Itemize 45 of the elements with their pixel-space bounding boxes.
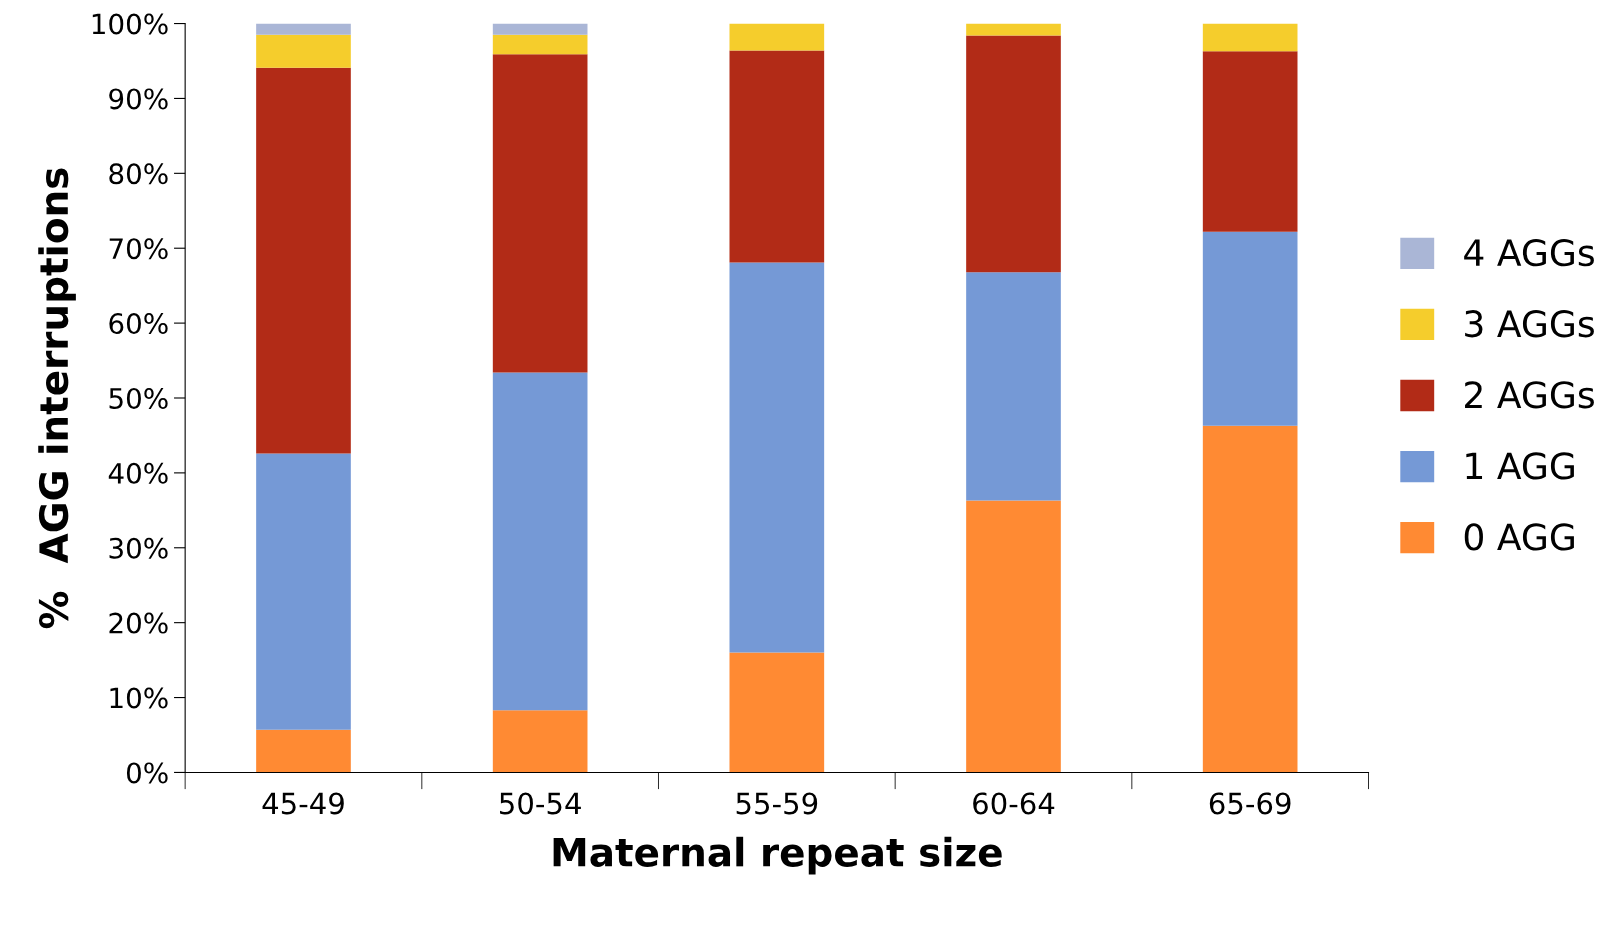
- x-tick-label: 60-64: [973, 792, 1055, 815]
- bar: [729, 23, 825, 51]
- legend-label: 0 AGG: [1464, 523, 1574, 551]
- x-tick-label: 50-54: [500, 792, 581, 815]
- bar: [729, 652, 825, 773]
- x-tick-label: 65-69: [1209, 792, 1291, 815]
- bar: [492, 710, 588, 773]
- y-axis-title: % AGG interruptions: [38, 168, 76, 629]
- bar: [256, 729, 351, 773]
- legend-label: 3 AGGs: [1465, 310, 1594, 338]
- bar: [1202, 23, 1298, 52]
- y-tick-label: 80%: [109, 163, 168, 185]
- bar: [1202, 51, 1298, 232]
- bar: [1202, 231, 1298, 426]
- x-axis-title: Maternal repeat size: [553, 836, 1002, 875]
- legend-label: 1 AGG: [1466, 452, 1574, 480]
- y-tick-label: 40%: [108, 462, 168, 484]
- bar: [729, 50, 825, 263]
- y-tick-label: 60%: [109, 313, 168, 335]
- y-tick-label: 90%: [109, 88, 168, 110]
- bar: [492, 54, 588, 373]
- y-tick-label: 30%: [109, 537, 168, 559]
- legend-label: 4 AGGs: [1464, 239, 1594, 267]
- bar: [256, 453, 351, 730]
- x-tick-label: 45-49: [262, 792, 344, 815]
- y-tick-label: 100%: [92, 13, 168, 35]
- bar: [966, 272, 1061, 501]
- bar: [966, 35, 1061, 273]
- y-tick-label: 10%: [110, 687, 168, 709]
- legend-label: 2 AGGs: [1465, 381, 1594, 409]
- bar: [492, 34, 588, 55]
- y-tick-label: 70%: [109, 238, 168, 260]
- y-tick-label: 0%: [126, 762, 168, 784]
- y-tick-label: 20%: [109, 612, 168, 634]
- bar: [729, 262, 825, 653]
- x-tick-label: 55-59: [736, 792, 818, 815]
- bar: [966, 23, 1061, 36]
- bar: [1202, 425, 1298, 773]
- bar: [966, 500, 1061, 773]
- bar: [492, 23, 588, 35]
- bar: [256, 23, 351, 35]
- bar: [256, 34, 351, 68]
- y-tick-label: 50%: [109, 387, 168, 409]
- bar: [492, 372, 588, 711]
- bar: [256, 67, 351, 454]
